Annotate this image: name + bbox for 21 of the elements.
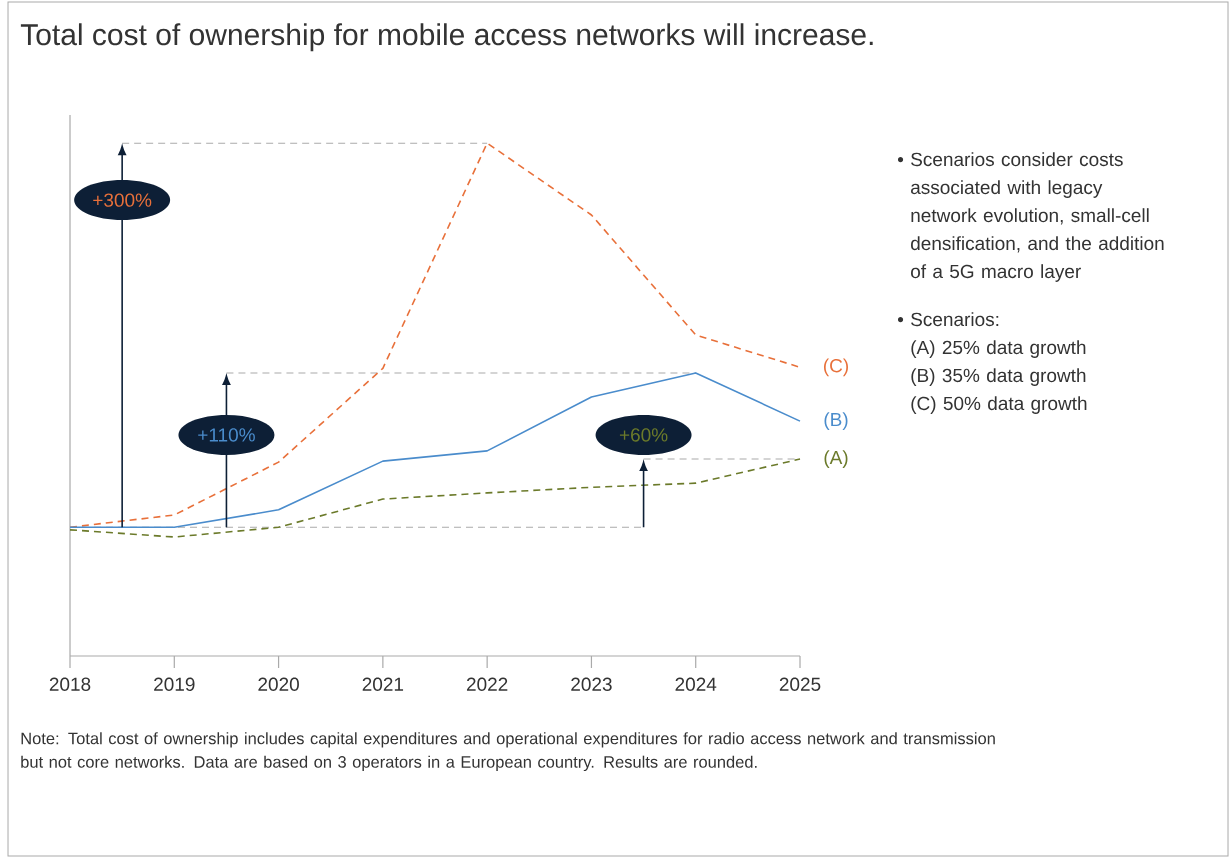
text: (A) 25% data growth: [911, 340, 1086, 358]
series-label: (A): [824, 450, 848, 468]
annotation: +300%: [93, 193, 152, 207]
x-tick-label: 2025: [779, 677, 821, 691]
text: (B) 35% data growth: [911, 368, 1086, 386]
text: Note: Total cost of ownership includes capital expenditures and operational expenditures for radio access network and transmission but not core networks. Data are based on 3 operators in a European country. Results are rounded.: [21, 732, 995, 772]
annotation: +110%: [198, 428, 255, 442]
x-tick-label: 2020: [258, 677, 299, 691]
x-tick-label: 2023: [571, 677, 612, 691]
x-tick-label: 2019: [154, 677, 195, 691]
annotation: +60%: [619, 428, 668, 442]
text: • Scenarios:: [897, 312, 999, 327]
x-tick-label: 2024: [675, 677, 717, 691]
chart-title: Total cost of ownership for mobile access networks will increase.: [20, 23, 873, 52]
text: (C) 50% data growth: [911, 396, 1087, 414]
series-label: (C): [823, 358, 848, 377]
text: • Scenarios consider costs associated with legacy network evolution, small-cell densification, and the addition of a 5G macro layer: [897, 152, 1164, 282]
x-tick-label: 2022: [466, 677, 508, 691]
x-tick-label: 2018: [49, 677, 91, 691]
series-label: (B): [824, 412, 848, 430]
x-tick-label: 2021: [362, 677, 404, 691]
